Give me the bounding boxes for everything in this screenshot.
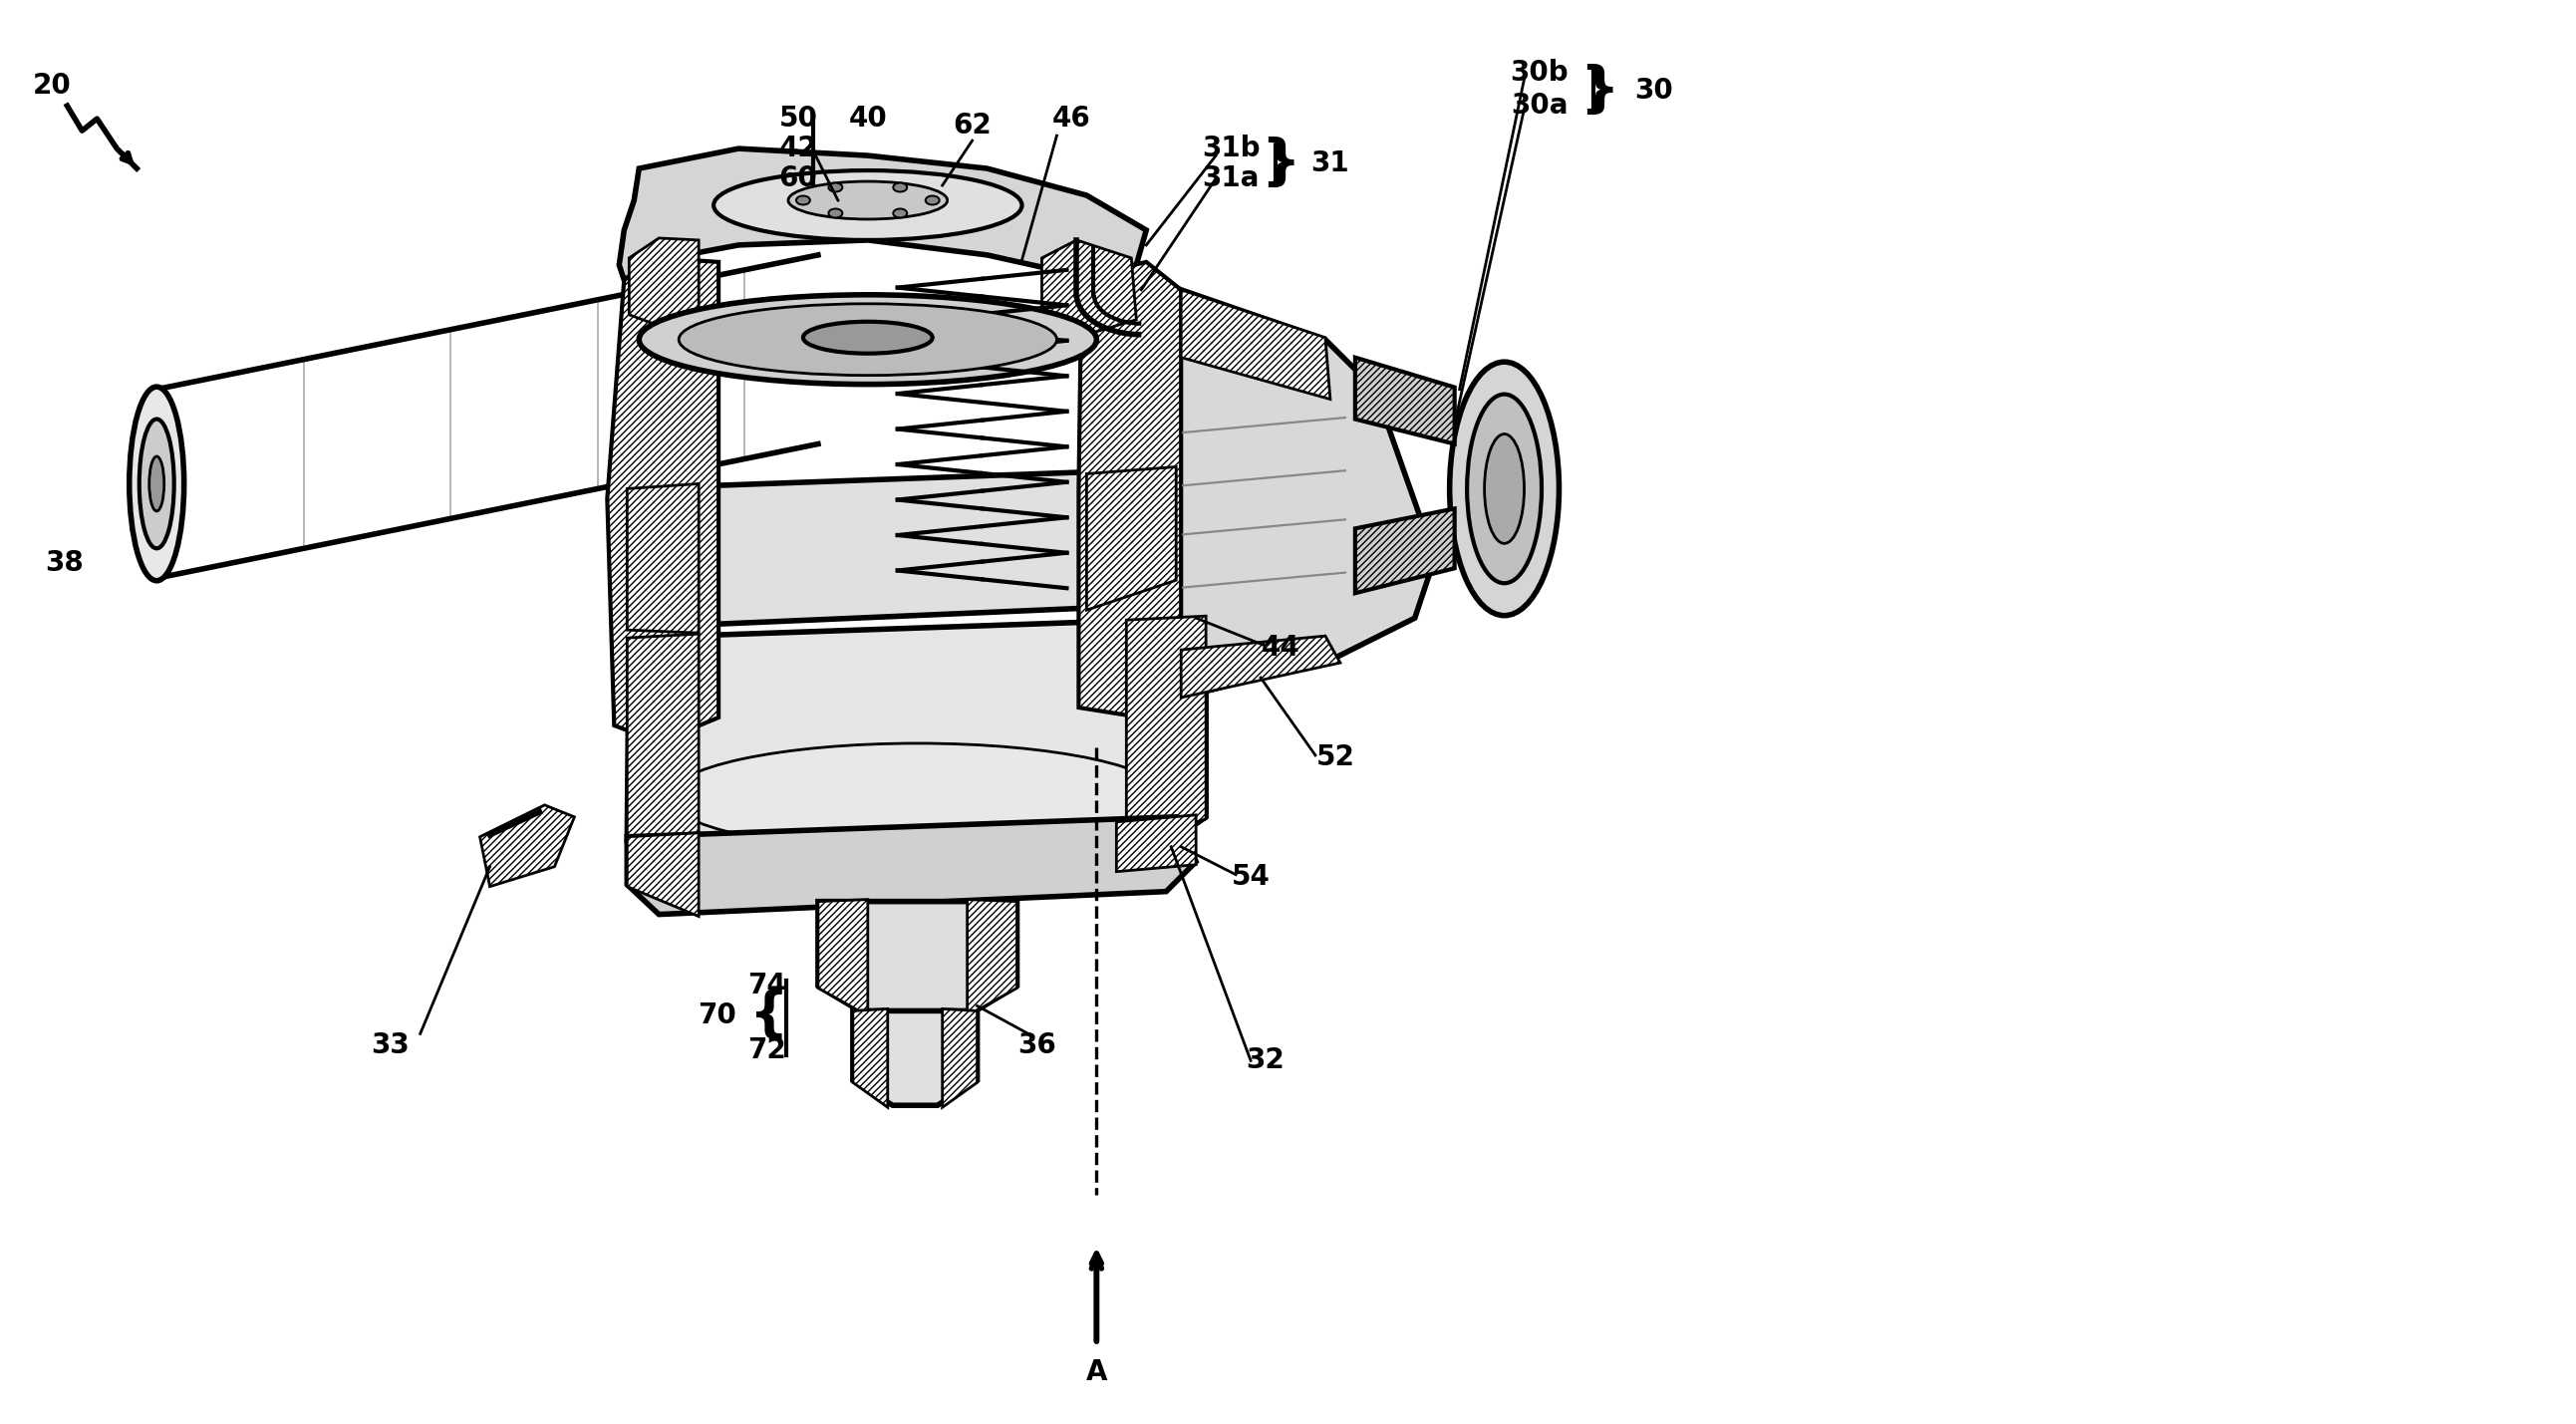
Ellipse shape xyxy=(894,209,907,218)
Text: 38: 38 xyxy=(44,550,82,577)
FancyArrowPatch shape xyxy=(1092,1259,1103,1341)
Polygon shape xyxy=(479,805,574,887)
Polygon shape xyxy=(853,1008,889,1108)
Polygon shape xyxy=(626,484,698,632)
Ellipse shape xyxy=(796,197,809,205)
Polygon shape xyxy=(853,1011,976,1105)
Polygon shape xyxy=(1177,290,1435,698)
Ellipse shape xyxy=(639,295,1097,384)
Text: 31b: 31b xyxy=(1200,135,1260,162)
Text: 42: 42 xyxy=(778,135,817,162)
Ellipse shape xyxy=(680,303,1056,376)
Text: 72: 72 xyxy=(747,1037,786,1065)
Polygon shape xyxy=(629,238,698,328)
Ellipse shape xyxy=(788,181,948,219)
Ellipse shape xyxy=(829,182,842,192)
Polygon shape xyxy=(966,900,1018,1015)
Text: 62: 62 xyxy=(953,111,992,140)
Polygon shape xyxy=(626,634,698,867)
Ellipse shape xyxy=(1450,362,1558,615)
Ellipse shape xyxy=(925,197,940,205)
Polygon shape xyxy=(943,1008,976,1108)
Polygon shape xyxy=(626,833,698,917)
Text: 60: 60 xyxy=(778,164,817,192)
Ellipse shape xyxy=(829,209,842,218)
Polygon shape xyxy=(1087,467,1177,609)
Text: 74: 74 xyxy=(747,973,786,1000)
Text: 46: 46 xyxy=(1054,105,1092,132)
Ellipse shape xyxy=(629,732,1206,862)
Polygon shape xyxy=(1041,241,1136,337)
Text: }: } xyxy=(1579,64,1618,118)
Ellipse shape xyxy=(1484,434,1525,544)
Ellipse shape xyxy=(714,171,1023,241)
Text: 33: 33 xyxy=(371,1032,410,1059)
Text: 20: 20 xyxy=(33,73,72,100)
Text: 44: 44 xyxy=(1262,634,1301,662)
Polygon shape xyxy=(618,148,1146,281)
Text: 31: 31 xyxy=(1311,150,1350,178)
Polygon shape xyxy=(819,900,868,1015)
Polygon shape xyxy=(1355,357,1455,444)
Polygon shape xyxy=(608,258,719,742)
Text: 54: 54 xyxy=(1231,863,1270,890)
Text: 31a: 31a xyxy=(1203,164,1260,192)
Text: 50: 50 xyxy=(778,105,817,132)
Text: {: { xyxy=(750,988,788,1042)
Text: 30a: 30a xyxy=(1510,93,1569,120)
Polygon shape xyxy=(626,468,1177,628)
Polygon shape xyxy=(819,901,1018,1015)
Ellipse shape xyxy=(1466,394,1540,584)
Text: 30: 30 xyxy=(1633,77,1672,105)
Polygon shape xyxy=(1079,262,1180,718)
Ellipse shape xyxy=(129,387,183,581)
Text: A: A xyxy=(1087,1358,1108,1386)
Polygon shape xyxy=(1180,290,1329,399)
Polygon shape xyxy=(1180,637,1340,698)
Ellipse shape xyxy=(670,743,1167,850)
Text: 36: 36 xyxy=(1018,1032,1056,1059)
Polygon shape xyxy=(1115,815,1195,871)
Polygon shape xyxy=(626,618,1206,867)
Ellipse shape xyxy=(139,419,175,548)
Polygon shape xyxy=(1355,508,1455,594)
Text: 40: 40 xyxy=(848,105,886,132)
Polygon shape xyxy=(1126,617,1206,844)
Ellipse shape xyxy=(804,322,933,353)
Text: 70: 70 xyxy=(698,1002,737,1030)
Text: 32: 32 xyxy=(1247,1047,1285,1075)
Ellipse shape xyxy=(894,182,907,192)
Ellipse shape xyxy=(149,457,165,511)
Text: 30b: 30b xyxy=(1510,58,1569,87)
Text: }: } xyxy=(1260,137,1301,191)
Polygon shape xyxy=(626,817,1195,914)
Text: 52: 52 xyxy=(1316,743,1355,772)
